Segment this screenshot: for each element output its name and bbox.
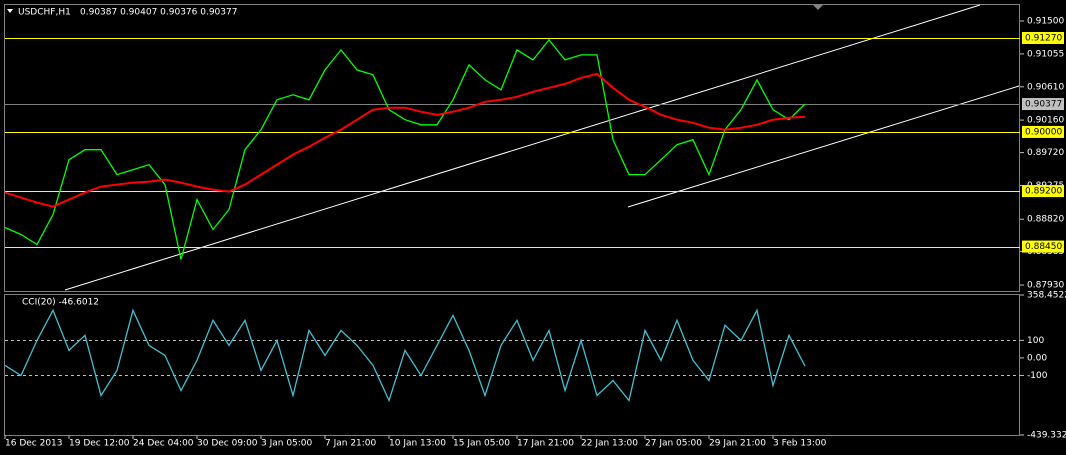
x-tick-label: 3 Jan 05:00: [261, 439, 313, 449]
x-tick-label: 19 Dec 12:00: [69, 439, 130, 449]
x-tick-label: 10 Jan 13:00: [389, 439, 446, 449]
y-tick-label: 0.88820: [1027, 215, 1064, 225]
series-line: [4, 38, 806, 260]
level-label: 0.90000: [1025, 127, 1062, 137]
x-tick-label: 16 Dec 2013: [5, 439, 63, 449]
x-tick-label: 24 Dec 04:00: [133, 439, 194, 449]
y-tick-label: 0.89720: [1027, 148, 1064, 158]
y-tick-label: -439.3325: [1027, 431, 1066, 441]
x-tick-label: 22 Jan 13:00: [581, 439, 638, 449]
y-tick-label: -100: [1027, 371, 1048, 381]
level-label: 0.91270: [1025, 33, 1062, 43]
y-tick-label: 358.4522: [1027, 291, 1066, 301]
y-tick-label: 0.91500: [1027, 16, 1064, 26]
trend-line: [627, 85, 1020, 208]
price-panel: [4, 4, 1020, 292]
x-tick-label: 17 Jan 21:00: [517, 439, 574, 449]
last-price-box: [1022, 98, 1064, 111]
y-tick-label: 0.90610: [1027, 82, 1064, 92]
x-tick-label: 27 Jan 05:00: [645, 439, 702, 449]
ohlc-info: 0.90387 0.90407 0.90376 0.90377: [80, 8, 237, 18]
x-tick-label: 29 Jan 21:00: [709, 439, 766, 449]
last-price-label: 0.90377: [1025, 100, 1062, 110]
chart-title: USDCHF,H1: [18, 8, 71, 18]
x-tick-label: 30 Dec 09:00: [197, 439, 258, 449]
cci-panel: [4, 294, 1020, 436]
y-tick-label: 0.00: [1027, 353, 1047, 363]
series-line: [4, 72, 806, 208]
menu-arrow[interactable]: [7, 9, 13, 13]
level-box: [1022, 125, 1064, 138]
y-tick-label: 0.87930: [1027, 281, 1064, 291]
level-box: [1022, 240, 1064, 253]
level-label: 0.88450: [1025, 242, 1062, 252]
series-line: [4, 308, 806, 403]
level-box: [1022, 31, 1064, 44]
trend-line: [64, 4, 981, 291]
level-label: 0.89200: [1025, 187, 1062, 197]
level-box: [1022, 185, 1064, 198]
x-tick-label: 7 Jan 21:00: [325, 439, 377, 449]
x-tick-label: 15 Jan 05:00: [453, 439, 510, 449]
y-tick-label: 0.91055: [1027, 49, 1064, 59]
x-tick-label: 3 Feb 13:00: [773, 439, 827, 449]
y-tick-label: 0.90160: [1027, 116, 1064, 126]
shift-marker: [813, 5, 823, 10]
indicator-title: CCI(20) -46.6012: [22, 298, 99, 308]
y-tick-label: 100: [1027, 336, 1044, 346]
